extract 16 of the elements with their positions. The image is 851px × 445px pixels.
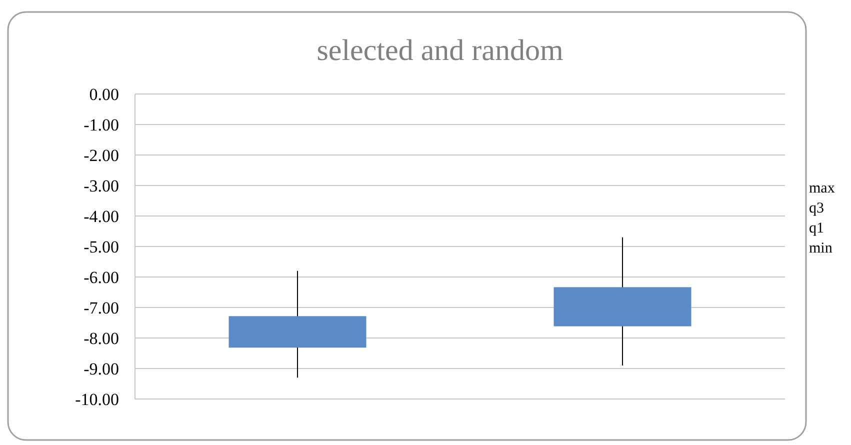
text: min [809,240,833,256]
y-tick-label: 0.00 [89,84,119,104]
text: q3 [809,200,824,216]
chart-title: selected and random [316,34,564,67]
y-tick-label: -8.00 [84,328,119,348]
y-tick-label: -5.00 [84,237,119,256]
y-tick-label: -4.00 [84,206,119,226]
text: q1 [809,220,824,236]
y-tick-label: -7.00 [84,298,119,318]
y-tick-label: -10.00 [75,390,119,409]
y-tick-label: -9.00 [84,359,119,378]
text: max [809,180,836,196]
y-tick-label: -2.00 [84,146,119,165]
y-tick-label: -1.00 [84,115,119,134]
y-tick-label: -6.00 [84,268,119,287]
y-tick-label: -3.00 [84,176,119,196]
